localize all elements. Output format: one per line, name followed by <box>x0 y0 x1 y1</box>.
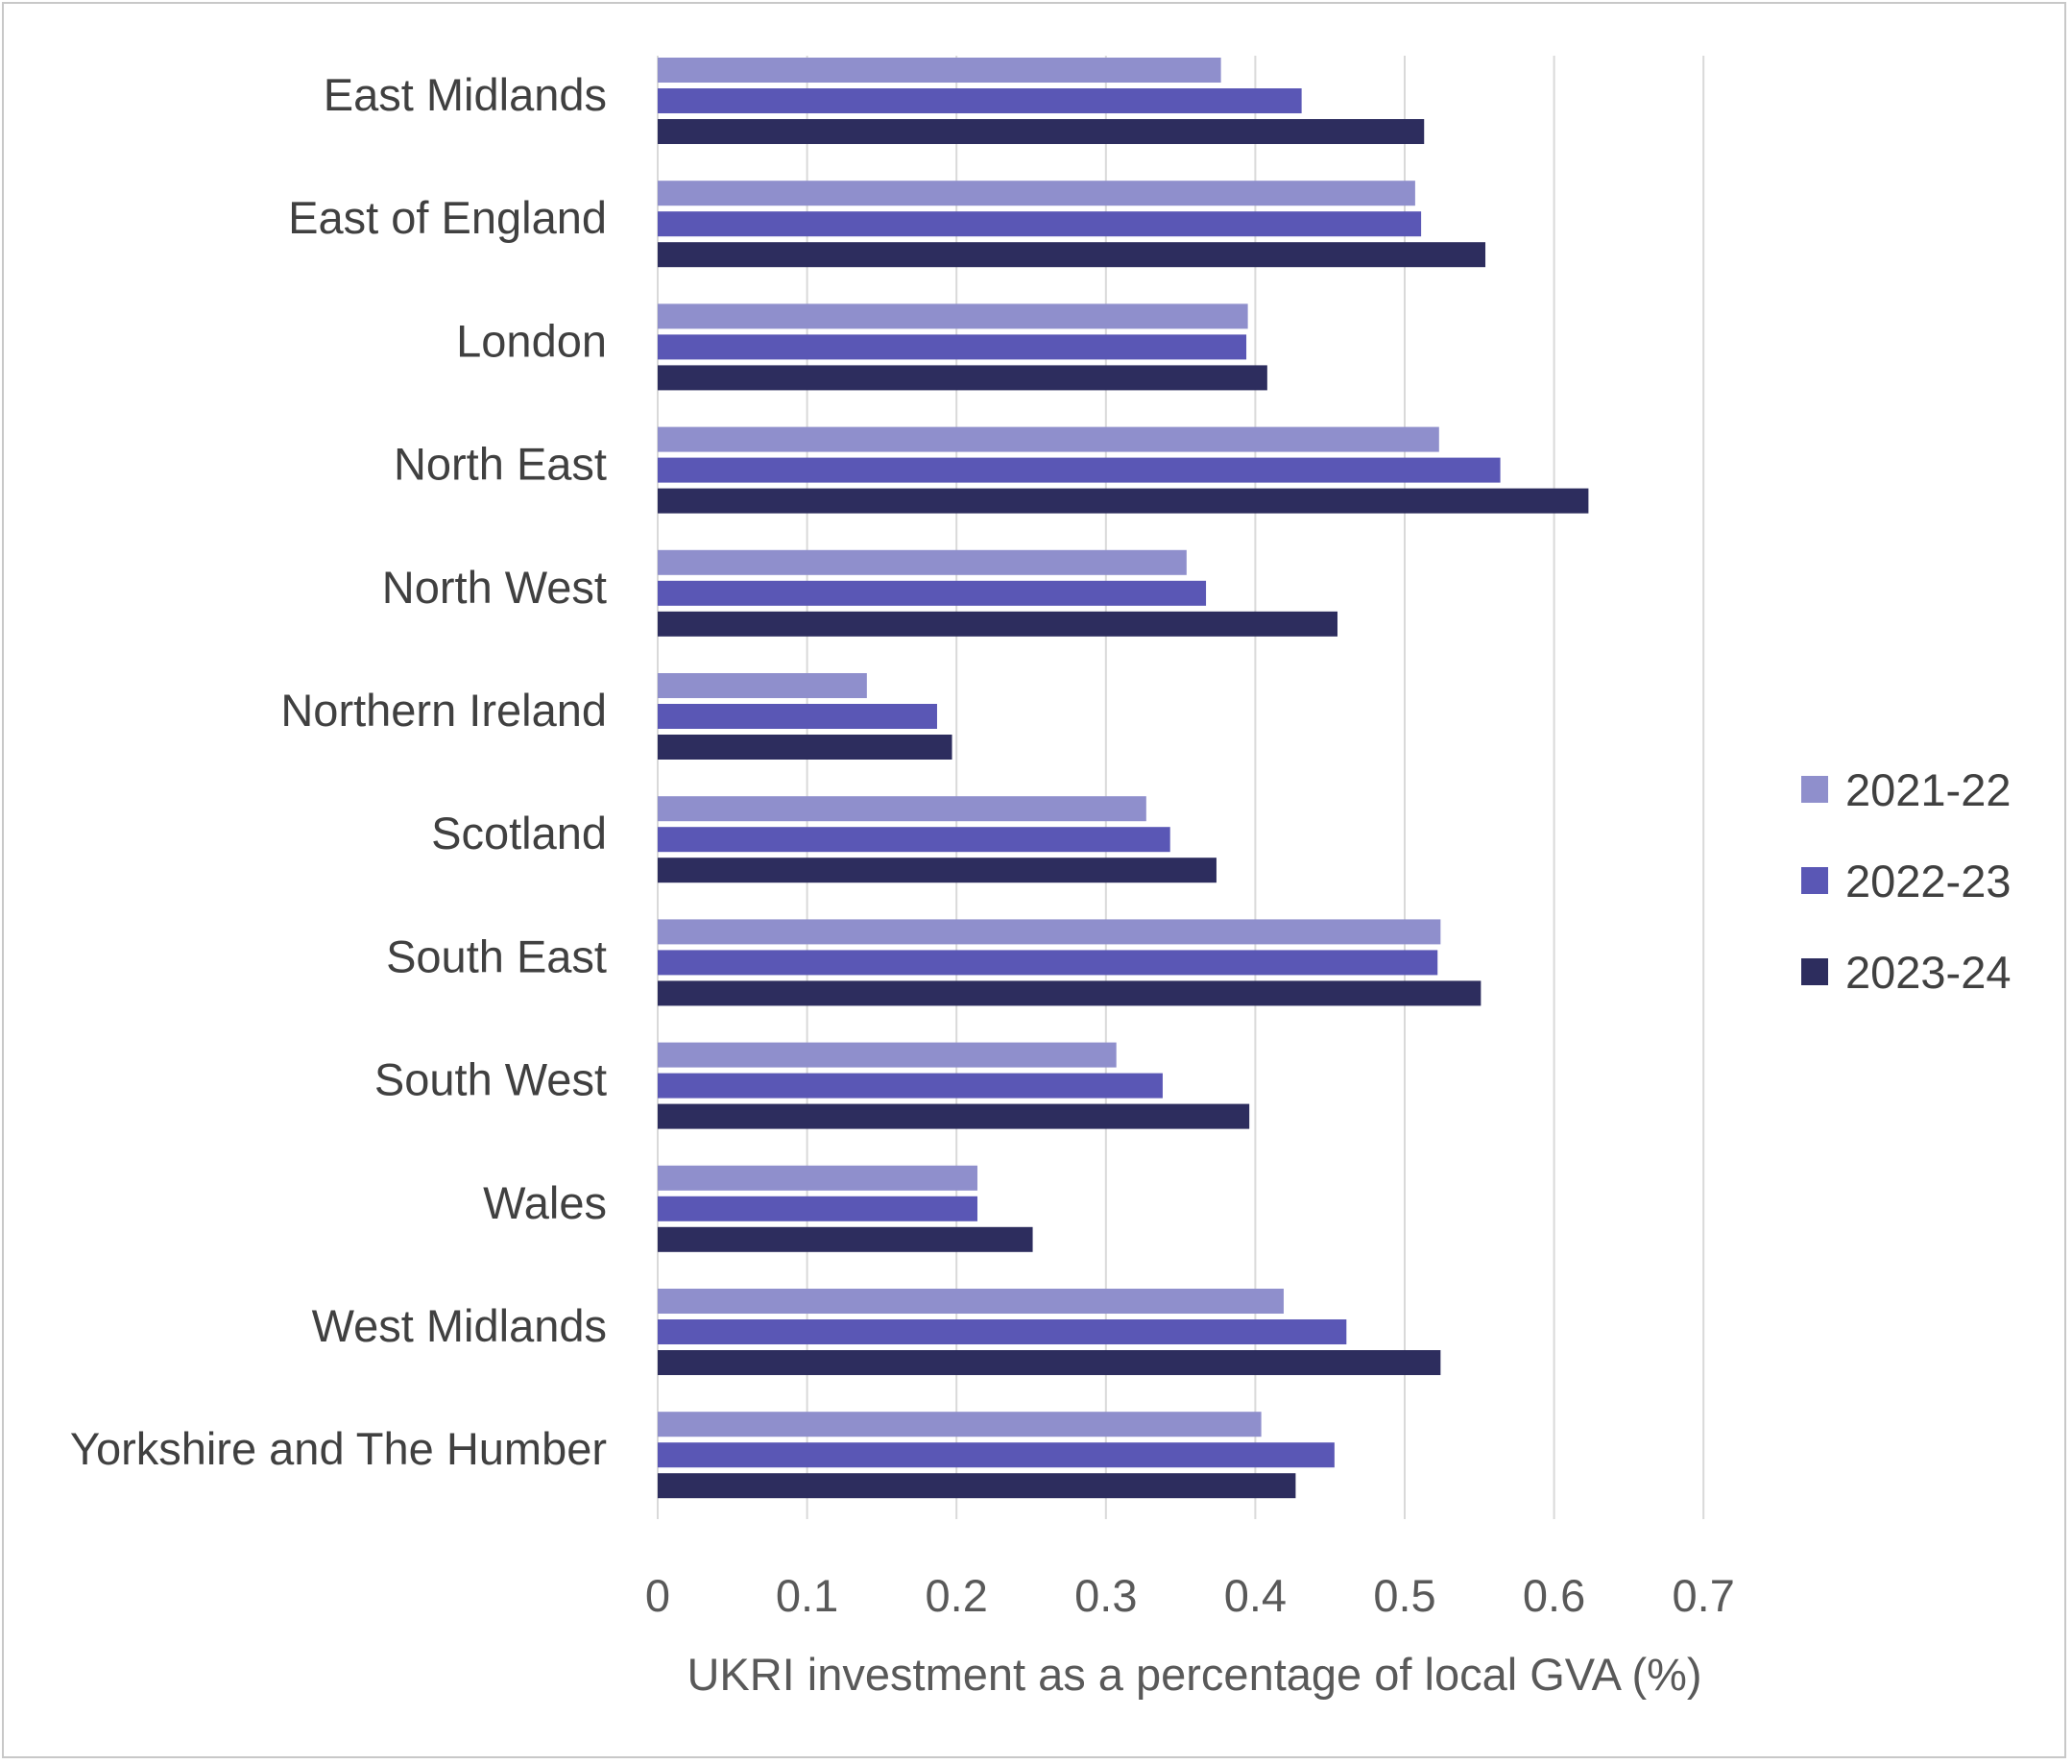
category-label: North East <box>394 439 607 490</box>
bar-2021-22-4 <box>658 549 1187 575</box>
category-label: Scotland <box>431 808 607 858</box>
bar-2022-23-9 <box>658 1196 977 1221</box>
bar-2021-22-10 <box>658 1289 1284 1314</box>
bar-2022-23-8 <box>658 1073 1163 1099</box>
category-label: West Midlands <box>312 1300 607 1351</box>
x-tick-label: 0.5 <box>1373 1570 1435 1621</box>
bar-2022-23-0 <box>658 88 1302 113</box>
legend-label: 2021-22 <box>1845 764 2012 815</box>
legend-swatch <box>1801 867 1828 894</box>
bar-2023-24-7 <box>658 980 1482 1006</box>
category-label: East Midlands <box>324 69 607 120</box>
bar-2021-22-11 <box>658 1412 1262 1438</box>
bar-2022-23-7 <box>658 950 1438 976</box>
category-label: Wales <box>483 1177 607 1228</box>
bar-2021-22-3 <box>658 426 1439 452</box>
x-tick-label: 0.3 <box>1074 1570 1137 1621</box>
bar-2023-24-3 <box>658 488 1589 514</box>
x-tick-label: 0 <box>645 1570 670 1621</box>
gridlines <box>657 56 1705 1519</box>
bar-2022-23-6 <box>658 827 1170 853</box>
bar-2021-22-6 <box>658 796 1146 822</box>
category-label: East of England <box>288 192 607 243</box>
bar-2021-22-2 <box>658 303 1248 329</box>
x-tick-label: 0.1 <box>776 1570 838 1621</box>
category-labels: East Midlands East of England London North … <box>70 69 607 1474</box>
category-label: London <box>456 315 607 366</box>
bar-2021-22-5 <box>658 673 867 698</box>
bar-2021-22-8 <box>658 1042 1117 1068</box>
bar-2021-22-9 <box>658 1165 977 1191</box>
bars <box>658 58 1589 1499</box>
category-label: Yorkshire and The Humber <box>70 1423 607 1474</box>
legend-swatch <box>1801 958 1828 985</box>
bar-2023-24-2 <box>658 365 1267 391</box>
bar-2023-24-10 <box>658 1350 1441 1375</box>
bar-2022-23-3 <box>658 457 1501 483</box>
bar-2022-23-10 <box>658 1319 1347 1344</box>
x-tick-label: 0.6 <box>1523 1570 1585 1621</box>
bar-2023-24-4 <box>658 611 1337 637</box>
bar-2023-24-1 <box>658 242 1486 268</box>
bar-2021-22-1 <box>658 181 1415 206</box>
bar-2022-23-4 <box>658 580 1207 606</box>
bar-2023-24-9 <box>658 1226 1033 1252</box>
x-tick-label: 0.7 <box>1673 1570 1735 1621</box>
bar-2021-22-7 <box>658 919 1441 945</box>
category-label: South West <box>374 1054 607 1105</box>
bar-2023-24-0 <box>658 119 1425 144</box>
bar-2023-24-8 <box>658 1103 1250 1129</box>
bar-2022-23-5 <box>658 704 937 729</box>
legend-label: 2022-23 <box>1845 856 2012 906</box>
category-label: North West <box>382 562 607 613</box>
category-label: South East <box>386 930 607 981</box>
legend: 2021-22 2022-23 2023-24 <box>1801 764 2012 998</box>
bar-2022-23-1 <box>658 211 1422 237</box>
legend-label: 2023-24 <box>1845 947 2012 998</box>
bar-2023-24-6 <box>658 858 1217 883</box>
bar-2022-23-2 <box>658 334 1247 360</box>
bar-2022-23-11 <box>658 1442 1335 1468</box>
bar-2023-24-11 <box>658 1473 1296 1499</box>
bar-2021-22-0 <box>658 58 1221 83</box>
x-axis-title: UKRI investment as a percentage of local… <box>687 1649 1701 1700</box>
x-tick-label: 0.2 <box>926 1570 988 1621</box>
x-tick-label: 0.4 <box>1224 1570 1287 1621</box>
category-label: Northern Ireland <box>280 685 607 736</box>
bar-2023-24-5 <box>658 735 952 760</box>
x-tick-labels: 0 0.1 0.2 0.3 0.4 0.5 0.6 0.7 <box>645 1570 1735 1621</box>
legend-swatch <box>1801 776 1828 803</box>
